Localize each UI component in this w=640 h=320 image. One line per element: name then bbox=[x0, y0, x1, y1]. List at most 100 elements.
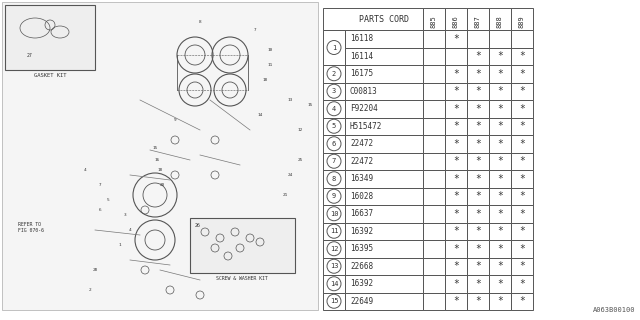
Bar bbox=[511, 117, 533, 135]
Bar bbox=[5, 5, 95, 70]
Text: *: * bbox=[453, 86, 459, 96]
Bar bbox=[489, 30, 511, 47]
Text: SCREW & WASHER KIT: SCREW & WASHER KIT bbox=[216, 276, 268, 281]
Circle shape bbox=[327, 242, 341, 256]
Bar bbox=[323, 100, 345, 117]
Bar bbox=[423, 240, 445, 258]
Circle shape bbox=[327, 277, 341, 291]
Text: *: * bbox=[475, 191, 481, 201]
Text: 22472: 22472 bbox=[350, 157, 373, 166]
Text: *: * bbox=[519, 296, 525, 306]
Text: *: * bbox=[519, 51, 525, 61]
Text: 16395: 16395 bbox=[350, 244, 373, 253]
Bar bbox=[467, 258, 489, 275]
Bar bbox=[445, 117, 467, 135]
Circle shape bbox=[327, 154, 341, 168]
Bar bbox=[345, 153, 423, 170]
Text: *: * bbox=[497, 156, 503, 166]
Bar bbox=[345, 222, 423, 240]
Bar bbox=[445, 240, 467, 258]
Bar bbox=[345, 100, 423, 117]
Text: 2: 2 bbox=[332, 71, 336, 77]
Text: 22472: 22472 bbox=[350, 139, 373, 148]
Bar bbox=[445, 30, 467, 47]
Text: *: * bbox=[453, 156, 459, 166]
Bar bbox=[511, 292, 533, 310]
Text: 3: 3 bbox=[332, 88, 336, 94]
Bar bbox=[445, 8, 467, 30]
Text: 15: 15 bbox=[330, 298, 339, 304]
Bar bbox=[345, 47, 423, 65]
Bar bbox=[323, 222, 345, 240]
Text: PARTS CORD: PARTS CORD bbox=[359, 14, 409, 23]
Text: *: * bbox=[453, 34, 459, 44]
Text: *: * bbox=[519, 121, 525, 131]
Text: *: * bbox=[519, 174, 525, 184]
Bar bbox=[323, 65, 345, 83]
Text: 7: 7 bbox=[332, 158, 336, 164]
Bar bbox=[323, 188, 345, 205]
Text: *: * bbox=[475, 104, 481, 114]
Bar bbox=[345, 188, 423, 205]
Text: 21: 21 bbox=[282, 193, 287, 197]
Text: 18: 18 bbox=[157, 168, 163, 172]
Text: 12: 12 bbox=[298, 128, 303, 132]
Text: 889: 889 bbox=[519, 15, 525, 28]
Bar bbox=[323, 135, 345, 153]
Text: 13: 13 bbox=[287, 98, 292, 102]
Bar bbox=[345, 275, 423, 292]
Text: *: * bbox=[453, 139, 459, 149]
Bar bbox=[323, 83, 345, 100]
Bar bbox=[423, 292, 445, 310]
Bar bbox=[467, 205, 489, 222]
Bar bbox=[345, 117, 423, 135]
Bar bbox=[489, 275, 511, 292]
Bar bbox=[445, 65, 467, 83]
Text: 10: 10 bbox=[268, 48, 273, 52]
Bar bbox=[511, 65, 533, 83]
Bar bbox=[423, 275, 445, 292]
Bar bbox=[190, 218, 295, 273]
Text: C00813: C00813 bbox=[350, 87, 378, 96]
Text: *: * bbox=[453, 244, 459, 254]
Text: *: * bbox=[475, 139, 481, 149]
Bar bbox=[423, 83, 445, 100]
Text: *: * bbox=[497, 209, 503, 219]
Text: A063B00100: A063B00100 bbox=[593, 307, 635, 313]
Text: *: * bbox=[519, 191, 525, 201]
Text: *: * bbox=[475, 226, 481, 236]
Bar bbox=[489, 47, 511, 65]
Text: 22649: 22649 bbox=[350, 297, 373, 306]
Text: 16: 16 bbox=[154, 158, 159, 162]
Text: *: * bbox=[453, 296, 459, 306]
Bar bbox=[423, 188, 445, 205]
Text: 885: 885 bbox=[431, 15, 437, 28]
Bar bbox=[511, 258, 533, 275]
Text: *: * bbox=[497, 279, 503, 289]
Bar bbox=[489, 153, 511, 170]
Text: *: * bbox=[497, 121, 503, 131]
Text: *: * bbox=[497, 51, 503, 61]
Bar bbox=[467, 292, 489, 310]
Bar bbox=[423, 47, 445, 65]
Text: *: * bbox=[453, 279, 459, 289]
Text: *: * bbox=[497, 261, 503, 271]
Text: 9: 9 bbox=[332, 193, 336, 199]
Text: 11: 11 bbox=[330, 228, 339, 234]
Bar bbox=[467, 170, 489, 188]
Text: 14: 14 bbox=[257, 113, 262, 117]
Bar bbox=[323, 205, 345, 222]
Bar bbox=[511, 153, 533, 170]
Bar bbox=[323, 117, 345, 135]
Bar bbox=[467, 8, 489, 30]
Circle shape bbox=[327, 137, 341, 151]
Bar bbox=[511, 222, 533, 240]
Bar bbox=[467, 30, 489, 47]
Bar bbox=[423, 30, 445, 47]
Circle shape bbox=[327, 259, 341, 273]
Bar bbox=[445, 83, 467, 100]
Text: H515472: H515472 bbox=[350, 122, 382, 131]
Text: 25: 25 bbox=[298, 158, 303, 162]
Bar bbox=[345, 205, 423, 222]
Bar bbox=[423, 170, 445, 188]
